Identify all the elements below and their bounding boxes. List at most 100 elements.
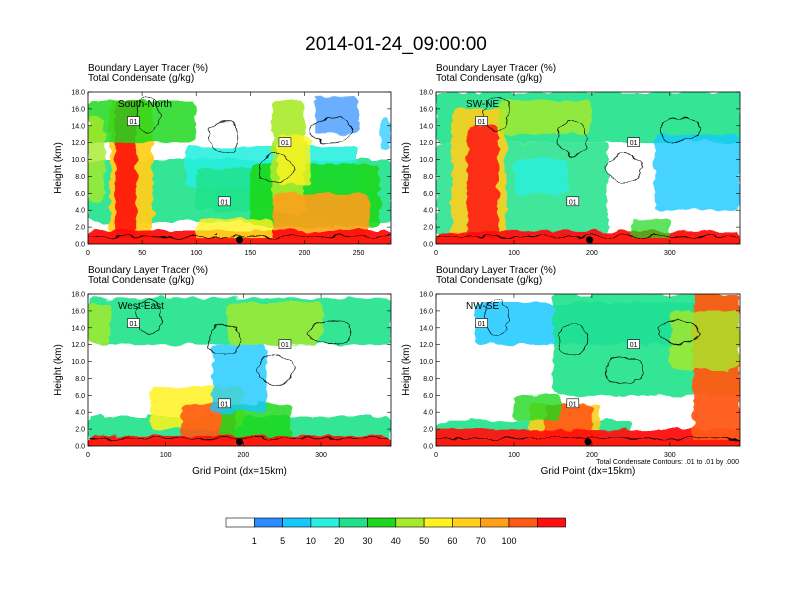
contour-label-text: 01 — [220, 401, 228, 408]
x-tick-label: 250 — [353, 250, 365, 257]
plot-frame — [87, 91, 392, 245]
tracer-field: 01 01 01 — [436, 294, 740, 446]
contour-label-text: 01 — [569, 199, 577, 206]
plot-frame — [435, 293, 741, 447]
plot-frame — [87, 293, 392, 447]
tracer-region — [212, 344, 267, 413]
y-tick-label: 12.0 — [71, 140, 85, 147]
colorbar-box — [282, 517, 312, 528]
y-tick-label: 6.0 — [75, 393, 85, 400]
y-axis-label: Height (km) — [401, 344, 412, 396]
contour-label-text: 01 — [130, 119, 138, 126]
contour-label-text: 01 — [220, 199, 228, 206]
y-tick-label: 16.0 — [419, 106, 433, 113]
contour-label-box — [218, 196, 231, 207]
x-tick-label: 100 — [160, 452, 172, 459]
tracer-region — [88, 302, 112, 345]
y-tick-label: 0.0 — [75, 444, 85, 451]
x-tick-label: 200 — [586, 452, 598, 459]
x-axis-label: Grid Point (dx=15km) — [541, 466, 636, 477]
tracer-region — [513, 395, 561, 421]
y-tick-label: 4.0 — [423, 208, 433, 215]
tracer-field: 01 01 01 — [88, 92, 391, 244]
x-tick-label: 0 — [86, 452, 90, 459]
tracer-region — [669, 310, 740, 370]
x-tick-label: 300 — [315, 452, 327, 459]
contour-label-text: 01 — [478, 119, 486, 126]
y-tick-label: 2.0 — [423, 427, 433, 434]
contour-label-text: 01 — [281, 342, 289, 349]
y-tick-label: 0.0 — [423, 444, 433, 451]
x-tick-label: 200 — [299, 250, 311, 257]
field-label: Boundary Layer Tracer (%) — [436, 265, 556, 276]
colorbar-box — [452, 517, 481, 528]
tracer-region — [88, 100, 197, 143]
y-tick-label: 14.0 — [419, 325, 433, 332]
contour-label-text: 01 — [569, 401, 577, 408]
contour-label: Total Condensate (g/kg) — [436, 275, 542, 286]
figure-title: 2014-01-24_09:00:00 — [305, 34, 487, 55]
x-tick-label: 50 — [138, 250, 146, 257]
panel-name: NW-SE — [466, 301, 499, 312]
colorbar: 1 5 10 20 30 40 50 60 70 100 — [225, 517, 566, 546]
tracer-region — [630, 218, 670, 244]
y-tick-label: 16.0 — [71, 106, 85, 113]
location-marker — [236, 438, 243, 446]
colorbar-label: 20 — [334, 536, 344, 546]
y-tick-label: 18.0 — [71, 90, 85, 97]
contour-label-box — [627, 339, 640, 349]
colorbar-label: 60 — [447, 536, 457, 546]
y-tick-label: 16.0 — [419, 308, 433, 315]
contour-label-box — [627, 137, 640, 147]
field-label: Boundary Layer Tracer (%) — [88, 63, 208, 74]
condensate-contour — [657, 319, 701, 345]
x-tick-label: 200 — [238, 452, 250, 459]
y-tick-label: 10.0 — [419, 359, 433, 366]
panel-west-east: Boundary Layer Tracer (%)Total Condensat… — [53, 265, 392, 477]
tracer-region — [380, 117, 391, 152]
contour-label-box — [566, 398, 580, 409]
condensate-contour — [309, 117, 352, 143]
y-tick-label: 2.0 — [75, 427, 85, 434]
colorbar-label: 40 — [391, 536, 401, 546]
panel-name: West-East — [118, 301, 164, 312]
colorbar-label: 1 — [252, 536, 257, 546]
contour-label-box — [475, 116, 488, 126]
contour-label-box — [278, 137, 292, 147]
colorbar-label: 100 — [501, 536, 516, 546]
y-tick-label: 12.0 — [419, 140, 433, 147]
colorbar-box — [338, 517, 368, 528]
condensate-contour — [136, 96, 161, 134]
colorbar-label: 70 — [476, 536, 486, 546]
x-tick-label: 0 — [434, 452, 438, 459]
contour-note: Total Condensate Contours: .01 to .01 by… — [596, 459, 739, 466]
x-tick-label: 300 — [664, 452, 676, 459]
condensate-contour — [557, 121, 589, 154]
y-axis-label: Height (km) — [401, 142, 412, 194]
x-tick-label: 300 — [664, 250, 676, 257]
condensate-contour — [309, 319, 352, 345]
y-tick-label: 8.0 — [75, 174, 85, 181]
y-tick-label: 16.0 — [71, 308, 85, 315]
y-tick-label: 18.0 — [71, 292, 85, 299]
condensate-contour — [209, 121, 240, 154]
condensate-contour — [484, 96, 510, 134]
y-tick-label: 18.0 — [419, 292, 433, 299]
tracer-shading — [436, 294, 740, 446]
x-tick-label: 100 — [190, 250, 202, 257]
tracer-region — [227, 302, 322, 345]
x-tick-label: 100 — [508, 250, 520, 257]
y-tick-label: 4.0 — [75, 410, 85, 417]
field-label: Boundary Layer Tracer (%) — [88, 265, 208, 276]
colorbar-box — [423, 517, 453, 528]
y-tick-label: 18.0 — [419, 90, 433, 97]
y-tick-label: 6.0 — [423, 393, 433, 400]
y-tick-label: 4.0 — [75, 208, 85, 215]
colorbar-box — [480, 517, 510, 528]
y-axis-label: Height (km) — [53, 142, 64, 194]
condensate-contours — [436, 96, 740, 237]
x-axis-label: Grid Point (dx=15km) — [192, 466, 287, 477]
y-tick-label: 14.0 — [71, 123, 85, 130]
contour-label-text: 01 — [478, 321, 486, 328]
